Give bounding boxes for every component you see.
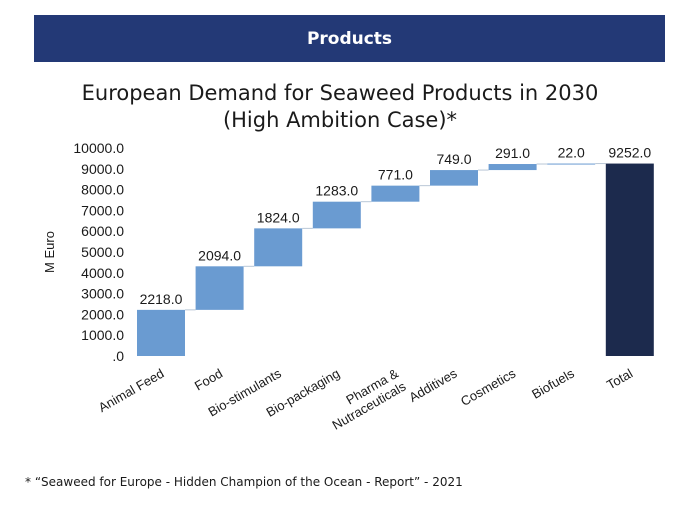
bar — [312, 201, 361, 229]
y-tick-label: 4000.0 — [81, 265, 124, 281]
data-label: 22.0 — [558, 145, 585, 161]
waterfall-chart: .0 1000.0 2000.0 3000.0 4000.0 5000.0 6000.0 70… — [42, 140, 654, 433]
y-tick-label: 3000.0 — [81, 286, 124, 302]
x-tick-label: Biofuels — [529, 365, 577, 401]
banner-title: Products — [306, 28, 393, 49]
y-tick-label: 2000.0 — [81, 306, 124, 322]
y-tick-label: 9000.0 — [81, 161, 124, 177]
data-label: 291.0 — [495, 145, 530, 161]
y-tick-label: 5000.0 — [81, 244, 124, 260]
y-tick-label: 7000.0 — [81, 202, 124, 218]
bar — [371, 185, 420, 202]
x-tick-label: Food — [192, 366, 225, 394]
source-footnote: * “Seaweed for Europe - Hidden Champion … — [25, 475, 463, 489]
y-tick-label: 6000.0 — [81, 223, 124, 239]
x-tick-label: Additives — [406, 365, 460, 405]
chart-title-line-2: (High Ambition Case)* — [222, 108, 458, 132]
bar — [137, 309, 185, 356]
bar — [547, 163, 596, 165]
data-label: 1283.0 — [315, 183, 358, 199]
x-tick-label: Total — [604, 366, 635, 393]
x-tick-label: Animal Feed — [96, 366, 167, 415]
y-tick-label: 1000.0 — [81, 327, 124, 343]
data-label: 771.0 — [378, 167, 413, 183]
bar — [488, 164, 537, 171]
bar — [195, 266, 244, 310]
data-label: 9252.0 — [608, 145, 651, 161]
header-banner: Products — [34, 15, 665, 62]
x-tick-label: Cosmetics — [458, 365, 518, 409]
data-label: 2218.0 — [140, 291, 183, 307]
y-tick-label: 10000.0 — [73, 140, 124, 156]
bar — [605, 163, 654, 356]
y-tick-label: .0 — [112, 348, 124, 364]
bar — [254, 228, 303, 267]
y-tick-label: 8000.0 — [81, 182, 124, 198]
y-axis-label: M Euro — [42, 231, 57, 273]
chart-title-line-1: European Demand for Seaweed Products in … — [81, 81, 599, 105]
chart-title: European Demand for Seaweed Products in … — [0, 80, 680, 134]
data-label: 2094.0 — [198, 247, 241, 263]
bar — [430, 170, 478, 186]
data-label: 749.0 — [436, 151, 471, 167]
data-label: 1824.0 — [257, 209, 300, 225]
